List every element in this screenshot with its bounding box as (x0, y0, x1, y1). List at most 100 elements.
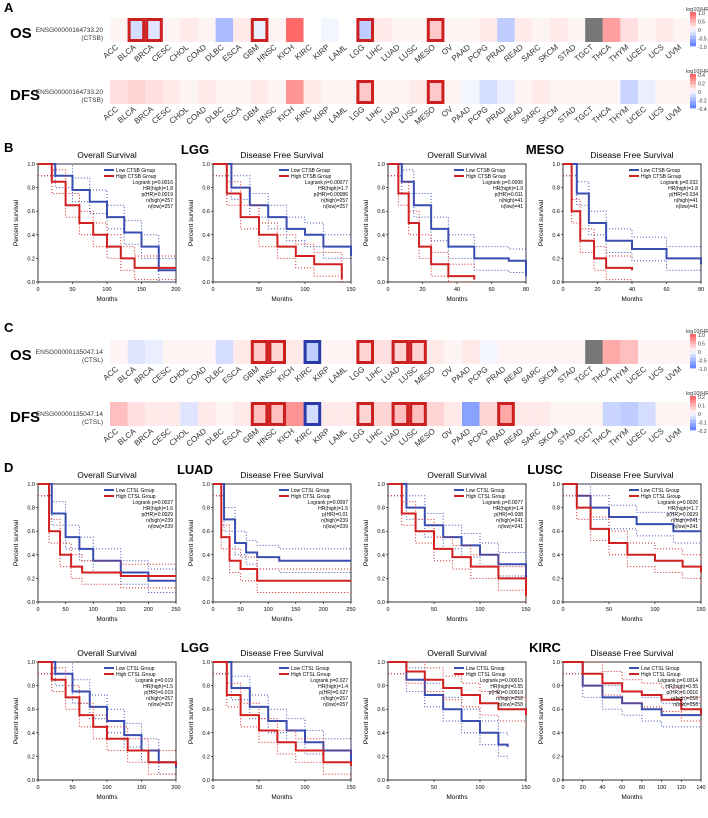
y-tick-label: 0.2 (202, 754, 210, 760)
scale-tick: -0.1 (698, 421, 707, 427)
km-ci-lower-high (563, 673, 702, 727)
heatmap-cancer-label: TGCT (573, 43, 596, 64)
heatmap-cell-UCEC (638, 80, 656, 104)
x-axis-label: Months (621, 616, 643, 623)
x-tick-label: 100 (657, 785, 666, 791)
y-tick-label: 0.2 (377, 754, 385, 760)
y-tick-label: 0.0 (27, 280, 35, 286)
x-axis-label: Months (271, 616, 293, 623)
y-axis-label: Percent survival (363, 519, 370, 566)
panel-letter-D: D (4, 460, 13, 475)
x-tick-label: 0 (211, 287, 214, 293)
heatmap-gene-name: (CTSL) (82, 357, 103, 364)
y-tick-label: 1.0 (377, 162, 385, 168)
x-tick-label: 100 (475, 607, 484, 613)
heatmap-row-label: DFS (10, 409, 40, 426)
scale-swatch (690, 12, 696, 16)
heatmap-cell-UVM (673, 340, 691, 364)
scale-swatch (690, 77, 696, 82)
km-group-title: MESO (526, 142, 564, 157)
km-frame (387, 661, 527, 781)
y-tick-label: 0.8 (27, 684, 35, 690)
x-tick-label: 140 (696, 785, 705, 791)
km-stat: p(HR)=0.034 (669, 192, 698, 198)
heatmap-cell-CHOL (180, 18, 198, 42)
km-stat: p(HR)=0.01 (322, 512, 348, 518)
scale-swatch (690, 340, 696, 345)
y-tick-label: 1.0 (377, 660, 385, 666)
y-tick-label: 1.0 (552, 162, 560, 168)
heatmap-cell-LUSC (409, 340, 427, 364)
km-stat: Logrank p=0.032 (660, 180, 698, 186)
x-tick-label: 0 (211, 785, 214, 791)
km-stat: n(low)=257 (323, 204, 348, 210)
x-axis-label: Months (446, 794, 468, 801)
y-tick-label: 0.8 (202, 684, 210, 690)
x-axis-label: Months (446, 296, 468, 303)
km-ci-upper-low (563, 483, 701, 520)
heatmap-cell-UVM (673, 18, 691, 42)
heatmap-cell-THYM (620, 18, 638, 42)
heatmap-cancer-label: KICH (276, 365, 297, 384)
legend-label: Low CTSB Group (291, 168, 330, 174)
heatmap-cell-CHOL (180, 80, 198, 104)
y-tick-label: 0.6 (27, 529, 35, 535)
scale-tick: 0.2 (698, 395, 705, 401)
y-tick-label: 0.2 (202, 576, 210, 582)
km-stat: n(high)=257 (146, 696, 173, 702)
x-tick-label: 200 (171, 287, 180, 293)
km-ci-upper-low (388, 661, 509, 736)
panel-letter-C: C (4, 320, 14, 335)
km-subtitle: Overall Survival (427, 648, 487, 658)
heatmap-cell-PCPG (479, 402, 498, 426)
heatmap-cancer-label: ESCA (221, 42, 244, 63)
heatmap-cell-HNSC (268, 80, 286, 104)
y-tick-label: 0.6 (377, 707, 385, 713)
heatmap-cell-STAD (567, 402, 586, 426)
heatmap-cell-SARC (532, 18, 550, 42)
km-stat: n(high)=258 (496, 696, 523, 702)
heatmap-highlight-LUAD (391, 402, 410, 426)
heatmap-cell-PRAD (497, 80, 515, 104)
heatmap-cancer-label: PCPG (467, 43, 490, 64)
km-stat: HR(high)=1.6 (143, 506, 173, 512)
legend-label: Low CTSB Group (466, 168, 505, 174)
heatmap-cancer-label: LAML (327, 426, 349, 447)
heatmap-highlight-PRAD (497, 402, 515, 426)
heatmap-highlight-LGG (356, 80, 374, 104)
y-tick-label: 1.0 (202, 482, 210, 488)
x-tick-label: 60 (488, 287, 494, 293)
km-stat: n(high)=239 (146, 518, 173, 524)
x-axis-label: Months (271, 296, 293, 303)
heatmap-cancer-label: KICH (276, 105, 297, 124)
heatmap-cell-READ (514, 18, 533, 42)
y-tick-label: 0.8 (202, 186, 210, 192)
legend-label: Low CTSL Group (116, 488, 155, 494)
km-stat: p(HR)=0.0019 (141, 192, 173, 198)
heatmap-cancer-label: COAD (185, 43, 209, 65)
heatmap-cell-THCA (602, 402, 621, 426)
heatmap-cell-UCEC (638, 340, 656, 364)
y-tick-label: 0.6 (202, 529, 210, 535)
heatmap-cell-CESC (162, 18, 181, 42)
heatmap-cancer-label: PCPG (467, 427, 490, 448)
heatmap-highlight-LGG (356, 18, 374, 42)
km-ci-lower-high (38, 495, 176, 589)
km-curve-high (388, 163, 476, 280)
km-stat: HR(high)=1.8 (668, 186, 698, 192)
km-stat: p(HR)=0.008 (494, 512, 523, 518)
y-tick-label: 0.8 (377, 186, 385, 192)
y-tick-label: 0.2 (27, 256, 35, 262)
km-curve-low (213, 163, 352, 257)
heatmap-cell-HNSC (268, 340, 286, 364)
y-axis-label: Percent survival (538, 519, 545, 566)
y-tick-label: 0.4 (27, 553, 35, 559)
heatmap-cell-LIHC (374, 340, 392, 364)
y-tick-label: 0.2 (377, 576, 385, 582)
heatmap-cell-COAD (198, 18, 216, 42)
heatmap-cancer-label: KICH (276, 427, 297, 446)
km-stat: HR(high)=1.7 (318, 186, 348, 192)
heatmap-cell-PAAD (462, 18, 480, 42)
legend-label: High CTSB Group (466, 174, 507, 180)
x-tick-label: 100 (300, 287, 309, 293)
